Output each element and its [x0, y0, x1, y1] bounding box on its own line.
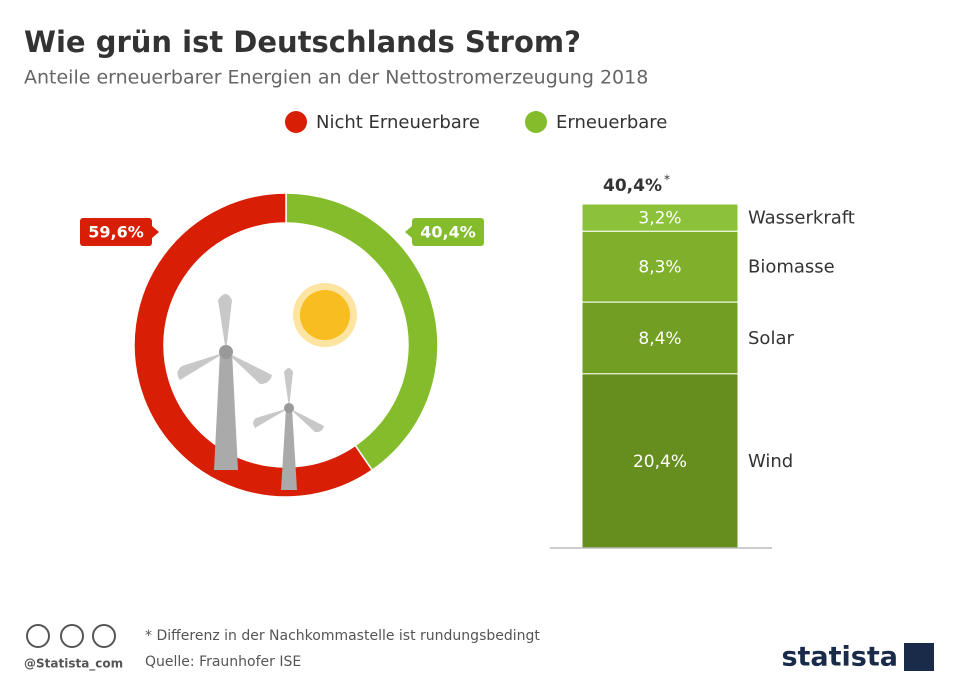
bar-segment	[581, 230, 739, 303]
source: Quelle: Fraunhofer ISE	[145, 654, 301, 670]
illustration	[177, 283, 357, 490]
donut-chart: 59,6% 40,4%	[80, 192, 484, 498]
bar-segment	[581, 373, 739, 549]
brand: statista	[781, 642, 898, 673]
value-label: 3,2%	[638, 209, 681, 229]
blades	[253, 368, 324, 433]
legend: Nicht Erneuerbare Erneuerbare	[285, 111, 667, 133]
hub	[219, 345, 233, 359]
tower	[214, 352, 238, 470]
title: Wie grün ist Deutschlands Strom?	[24, 25, 581, 59]
total-note: *	[664, 173, 670, 187]
value-label: 59,6%	[88, 223, 144, 242]
value-label-box	[412, 218, 484, 246]
brand-icon	[904, 643, 934, 671]
value-label: 8,4%	[638, 329, 681, 349]
subtitle: Anteile erneuerbarer Energien an der Net…	[24, 67, 648, 89]
category-label: Wind	[748, 451, 793, 472]
bar-segment	[581, 301, 739, 375]
bar-segment	[581, 203, 739, 232]
stacked-bar-chart: 3,2% Wasserkraft 8,3% Biomasse 8,4% Solar 20,4…	[550, 173, 855, 549]
hub	[284, 403, 294, 413]
license-icons	[26, 624, 116, 648]
category-label: Wasserkraft	[748, 208, 855, 229]
handle: @Statista_com	[24, 657, 123, 672]
value-label-pointer	[152, 226, 159, 238]
donut-segment	[133, 192, 374, 498]
legend-swatch	[525, 111, 547, 133]
legend-label: Nicht Erneuerbare	[316, 112, 480, 133]
sun	[300, 290, 350, 340]
footnote: * Differenz in der Nachkommastelle ist r…	[145, 628, 540, 644]
legend-label: Erneuerbare	[556, 112, 667, 133]
value-label: 40,4%	[420, 223, 476, 242]
blades	[177, 294, 272, 384]
value-label: 8,3%	[638, 258, 681, 278]
value-label-box	[80, 218, 152, 246]
category-label: Biomasse	[748, 257, 835, 278]
value-label: 20,4%	[633, 452, 687, 472]
legend-swatch	[285, 111, 307, 133]
value-label-pointer	[405, 226, 412, 238]
total-label: 40,4%	[603, 176, 662, 196]
category-label: Solar	[748, 328, 794, 349]
tower	[281, 408, 297, 490]
